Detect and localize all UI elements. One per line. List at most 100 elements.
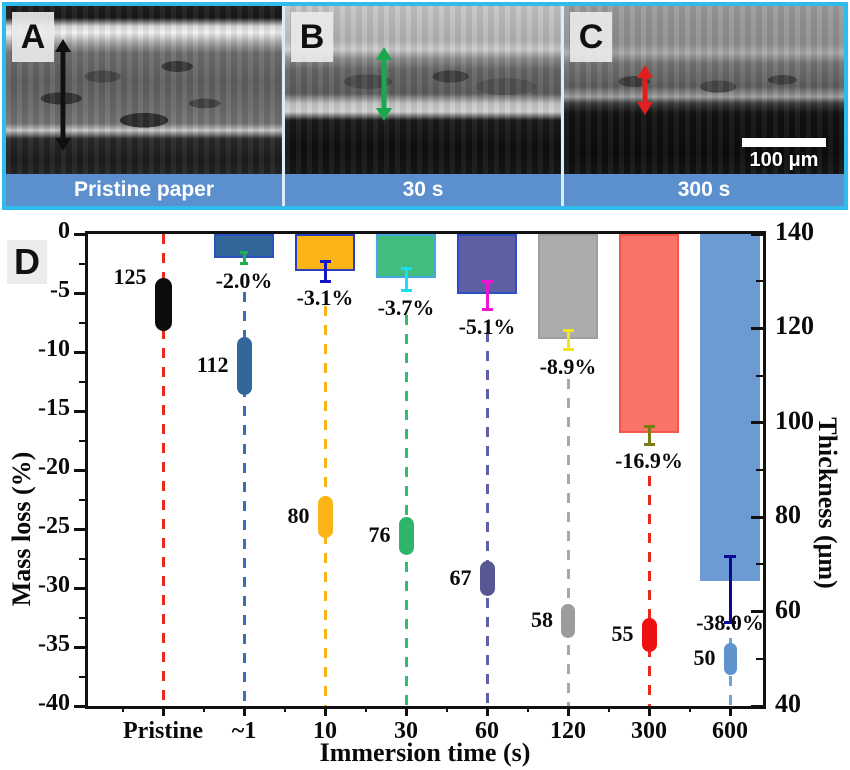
mass-loss-label-~1: -2.0% [215, 267, 273, 293]
thickness-value-60: 67 [449, 564, 472, 590]
thickness-arrow-green-icon [376, 47, 392, 121]
errorbar-cap-top-~1 [240, 251, 248, 255]
y-left-minor-tick [79, 498, 85, 501]
y-left-tick-label: -10 [38, 336, 70, 362]
x-minor-tick [526, 706, 529, 712]
thickness-value-600: 50 [693, 644, 716, 670]
y-right-tick-label: 60 [775, 594, 801, 624]
chart-panel-d: D Mass loss (%) Thickness (μm) Immersion… [0, 212, 850, 770]
errorbar-cap-bottom-60 [481, 308, 493, 312]
sem-image-300s: C 100 μm [564, 6, 844, 174]
y-right-minor-tick [756, 280, 763, 283]
y-right-tick-label: 140 [775, 217, 814, 246]
y-left-tick-label: -30 [38, 572, 70, 598]
guide-line-300 [647, 475, 651, 706]
y-right-tick-label: 80 [775, 500, 801, 530]
x-tick-label-600: 600 [712, 718, 748, 744]
thickness-marker-300 [641, 618, 657, 653]
thickness-marker-~1 [236, 337, 252, 396]
mass-loss-bar-300 [619, 234, 679, 434]
plot-area: 125 -2.0% 112 -3.1% 80 -3.7% 76 -5.1% 67 -8.9% 58 -… [38, 217, 814, 744]
thickness-marker-600 [723, 642, 737, 675]
y-left-minor-tick [79, 675, 85, 678]
x-minor-tick [121, 706, 124, 712]
errorbar-30 [404, 268, 408, 291]
thickness-marker-Pristine [154, 278, 172, 332]
errorbar-cap-top-600 [724, 554, 736, 558]
x-tick-Pristine [161, 706, 165, 716]
panel-letter-a: A [12, 12, 54, 62]
x-minor-tick [283, 706, 286, 712]
errorbar-cap-top-60 [481, 279, 493, 283]
y-left-tick-label: -35 [38, 631, 70, 657]
errorbar-cap-bottom-300 [643, 442, 655, 446]
x-tick-120 [566, 706, 570, 716]
y-left-minor-tick [79, 380, 85, 383]
guide-line-60 [485, 331, 489, 706]
mass-loss-label-60: -5.1% [458, 313, 516, 339]
thickness-marker-10 [317, 496, 333, 539]
y-right-tick [751, 515, 763, 519]
sem-image-30s: B [285, 6, 561, 174]
x-minor-tick [607, 706, 610, 712]
guide-line-30 [404, 315, 408, 706]
mass-loss-label-300: -16.9% [615, 448, 683, 474]
errorbar-120 [566, 330, 570, 350]
sem-panel-b: B 30 s [285, 6, 561, 206]
y-left-minor-tick [79, 557, 85, 560]
thickness-marker-60 [479, 560, 495, 597]
thickness-value-~1: 112 [196, 352, 229, 378]
thickness-value-Pristine: 125 [113, 263, 147, 289]
y-left-tick [74, 527, 85, 531]
x-tick-label-~1: ~1 [231, 718, 257, 744]
y-right-tick-label: 40 [775, 689, 801, 718]
sem-panel-strip: A Pristine paper B 30 s C 100 μm 300 s [2, 2, 848, 210]
errorbar-10 [323, 261, 327, 282]
errorbar-~1 [242, 252, 246, 264]
y-right-tick-label: 100 [775, 405, 814, 435]
x-tick-label-30: 30 [394, 718, 418, 744]
errorbar-600 [728, 556, 732, 623]
errorbar-300 [647, 426, 651, 445]
y-left-tick [74, 291, 85, 295]
panel-letter-d: D [7, 240, 47, 284]
thickness-value-10: 80 [287, 503, 310, 529]
y-left-minor-tick [79, 262, 85, 265]
x-tick-30 [404, 706, 408, 716]
x-tick-label-10: 10 [313, 718, 337, 744]
errorbar-cap-top-120 [562, 329, 574, 333]
panel-letter-b: B [291, 12, 333, 62]
thickness-arrow-black-icon [55, 39, 71, 151]
mass-loss-bar-600 [700, 234, 760, 581]
sem-panel-a: A Pristine paper [6, 6, 282, 206]
mass-loss-label-120: -8.9% [539, 353, 597, 379]
panel-caption-c: 300 s [564, 174, 844, 206]
y-right-tick-label: 120 [775, 311, 814, 341]
y-left-minor-tick [79, 439, 85, 442]
errorbar-cap-top-300 [643, 424, 655, 428]
panel-caption-b: 30 s [285, 174, 561, 206]
sem-panel-c: C 100 μm 300 s [564, 6, 844, 206]
thickness-marker-120 [561, 604, 575, 639]
guide-line-120 [566, 379, 570, 706]
y-right-minor-tick [756, 469, 763, 471]
guide-line-~1 [242, 291, 246, 706]
errorbar-cap-top-10 [319, 259, 331, 263]
y-right-minor-tick [756, 657, 763, 660]
errorbar-60 [485, 281, 489, 310]
x-tick-label-Pristine: Pristine [123, 718, 203, 744]
y-right-tick [751, 326, 763, 330]
errorbar-cap-bottom-10 [319, 279, 331, 283]
x-tick-60 [485, 706, 489, 716]
y-left-minor-tick [79, 321, 85, 324]
y-left-tick [74, 468, 85, 472]
x-minor-tick [364, 706, 367, 712]
x-minor-tick [688, 706, 691, 712]
x-tick-label-60: 60 [475, 718, 499, 744]
y-left-minor-tick [79, 616, 85, 619]
y-right-tick [751, 610, 763, 614]
guide-line-Pristine [161, 234, 165, 706]
y-right-tick [751, 704, 763, 708]
x-tick-~1 [242, 706, 246, 716]
x-tick-10 [323, 706, 327, 716]
